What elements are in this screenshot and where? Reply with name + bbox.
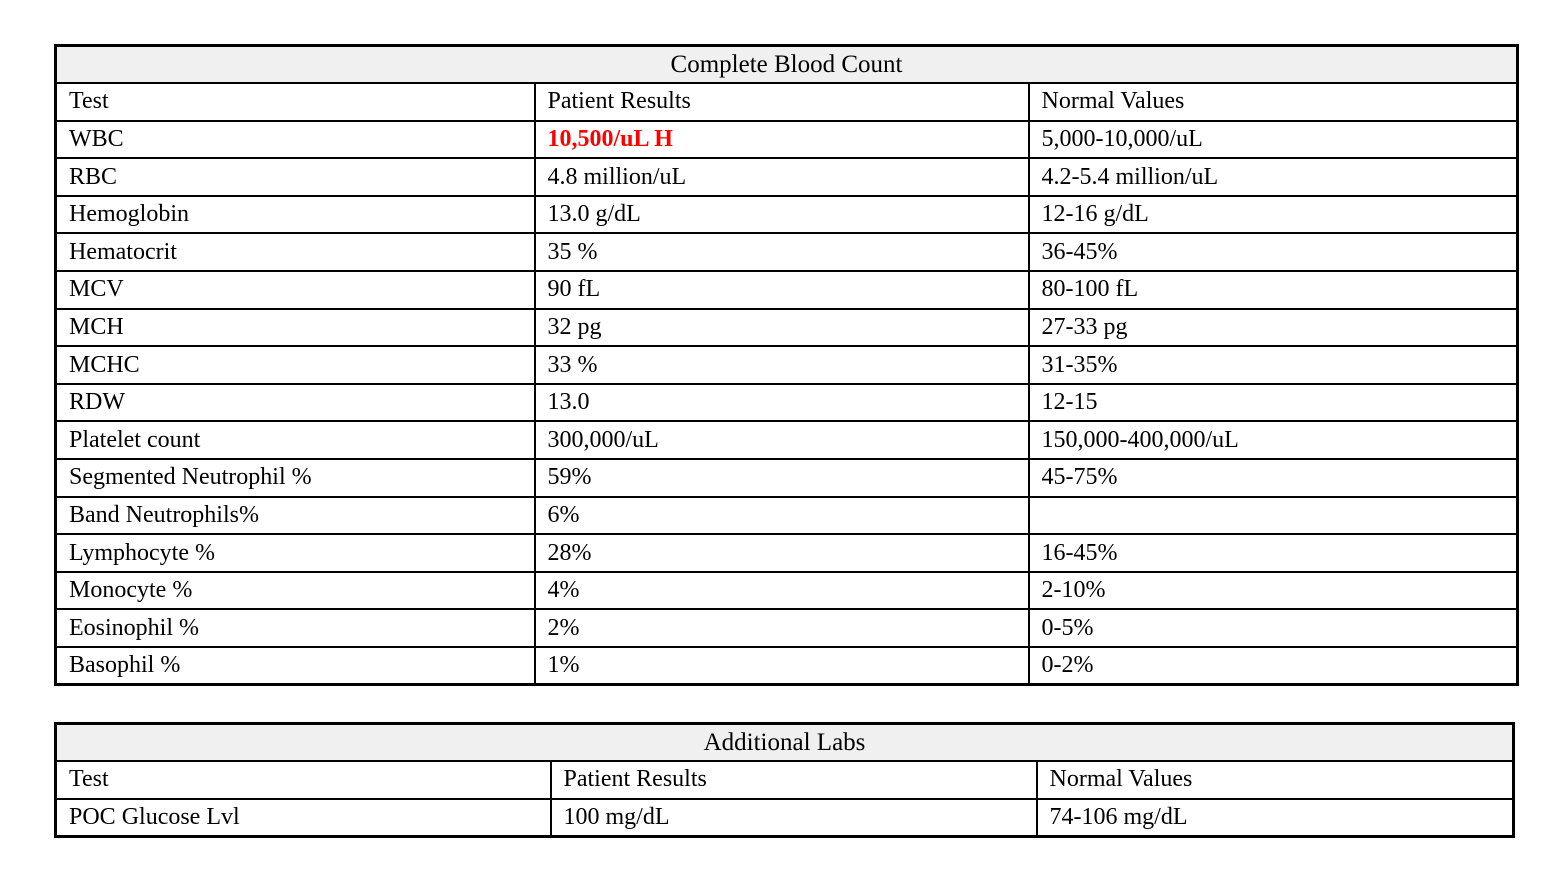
result-cell: 90 fL	[533, 270, 1030, 310]
result-cell: 6%	[533, 495, 1030, 536]
result-cell: 28%	[533, 533, 1030, 573]
table-row: MCHC 33 % 31-35%	[54, 345, 1519, 385]
table-row: RBC 4.8 million/uL 4.2-5.4 million/uL	[54, 157, 1519, 197]
normal-cell: 12-15	[1027, 382, 1519, 423]
test-cell: Band Neutrophils%	[54, 495, 536, 536]
normal-cell: 0-2%	[1027, 646, 1519, 686]
result-cell: 1%	[533, 646, 1030, 686]
normal-cell	[1027, 495, 1519, 536]
additional-labs-title-row: Additional Labs	[54, 722, 1515, 763]
test-cell: MCHC	[54, 345, 536, 385]
normal-cell: 16-45%	[1027, 533, 1519, 573]
normal-cell: 74-106 mg/dL	[1035, 797, 1515, 838]
test-cell: RDW	[54, 382, 536, 423]
table-row: Segmented Neutrophil % 59% 45-75%	[54, 458, 1519, 498]
table-row: Basophil % 1% 0-2%	[54, 646, 1519, 686]
table-row: POC Glucose Lvl 100 mg/dL 74-106 mg/dL	[54, 797, 1515, 838]
additional-labs-header-row: Test Patient Results Normal Values	[54, 760, 1515, 800]
normal-cell: 80-100 fL	[1027, 270, 1519, 310]
test-cell: Platelet count	[54, 420, 536, 461]
result-cell: 33 %	[533, 345, 1030, 385]
normal-cell: 150,000-400,000/uL	[1027, 420, 1519, 461]
cbc-table-body: WBC 10,500/uL H 5,000-10,000/uL RBC 4.8 mill…	[54, 119, 1519, 686]
result-cell: 13.0	[533, 382, 1030, 423]
additional-labs-table: Additional Labs Test Patient Results Nor…	[54, 722, 1516, 838]
table-row: Eosinophil % 2% 0-5%	[54, 608, 1519, 648]
result-cell: 4%	[533, 570, 1030, 611]
test-cell: Basophil %	[54, 646, 536, 686]
additional-labs-table-title: Additional Labs	[54, 722, 1515, 763]
normal-cell: 12-16 g/dL	[1027, 194, 1519, 235]
table-row: WBC 10,500/uL H 5,000-10,000/uL	[54, 119, 1519, 160]
result-cell: 32 pg	[533, 307, 1030, 348]
column-header-normal-values: Normal Values	[1027, 82, 1519, 122]
table-row: MCH 32 pg 27-33 pg	[54, 307, 1519, 348]
cbc-title-row: Complete Blood Count	[54, 44, 1519, 85]
column-header-normal-values: Normal Values	[1035, 760, 1515, 800]
normal-cell: 2-10%	[1027, 570, 1519, 611]
normal-cell: 5,000-10,000/uL	[1027, 119, 1519, 160]
normal-cell: 27-33 pg	[1027, 307, 1519, 348]
table-row: Hemoglobin 13.0 g/dL 12-16 g/dL	[54, 194, 1519, 235]
result-cell: 13.0 g/dL	[533, 194, 1030, 235]
table-row: Lymphocyte % 28% 16-45%	[54, 533, 1519, 573]
column-header-test: Test	[54, 82, 536, 122]
cbc-table: Complete Blood Count Test Patient Result…	[54, 44, 1520, 687]
test-cell: Hemoglobin	[54, 194, 536, 235]
test-cell: POC Glucose Lvl	[54, 797, 552, 838]
test-cell: WBC	[54, 119, 536, 160]
table-row: Hematocrit 35 % 36-45%	[54, 232, 1519, 273]
table-row: Platelet count 300,000/uL 150,000-400,000/…	[54, 420, 1519, 461]
test-cell: Segmented Neutrophil %	[54, 458, 536, 498]
test-cell: Eosinophil %	[54, 608, 536, 648]
test-cell: Lymphocyte %	[54, 533, 536, 573]
test-cell: RBC	[54, 157, 536, 197]
result-cell: 59%	[533, 458, 1030, 498]
test-cell: Hematocrit	[54, 232, 536, 273]
column-header-test: Test	[54, 760, 552, 800]
table-row: RDW 13.0 12-15	[54, 382, 1519, 423]
additional-labs-table-body: POC Glucose Lvl 100 mg/dL 74-106 mg/dL	[54, 797, 1515, 838]
test-cell: MCH	[54, 307, 536, 348]
cbc-header-row: Test Patient Results Normal Values	[54, 82, 1519, 122]
column-header-patient-results: Patient Results	[533, 82, 1030, 122]
table-row: MCV 90 fL 80-100 fL	[54, 270, 1519, 310]
normal-cell: 45-75%	[1027, 458, 1519, 498]
cbc-table-title: Complete Blood Count	[54, 44, 1519, 85]
result-cell: 300,000/uL	[533, 420, 1030, 461]
normal-cell: 31-35%	[1027, 345, 1519, 385]
result-cell: 2%	[533, 608, 1030, 648]
table-row: Monocyte % 4% 2-10%	[54, 570, 1519, 611]
result-cell: 4.8 million/uL	[533, 157, 1030, 197]
column-header-patient-results: Patient Results	[549, 760, 1038, 800]
test-cell: MCV	[54, 270, 536, 310]
result-cell: 35 %	[533, 232, 1030, 273]
normal-cell: 4.2-5.4 million/uL	[1027, 157, 1519, 197]
result-cell: 100 mg/dL	[549, 797, 1038, 838]
normal-cell: 36-45%	[1027, 232, 1519, 273]
test-cell: Monocyte %	[54, 570, 536, 611]
normal-cell: 0-5%	[1027, 608, 1519, 648]
result-cell: 10,500/uL H	[533, 119, 1030, 160]
table-row: Band Neutrophils% 6%	[54, 495, 1519, 536]
